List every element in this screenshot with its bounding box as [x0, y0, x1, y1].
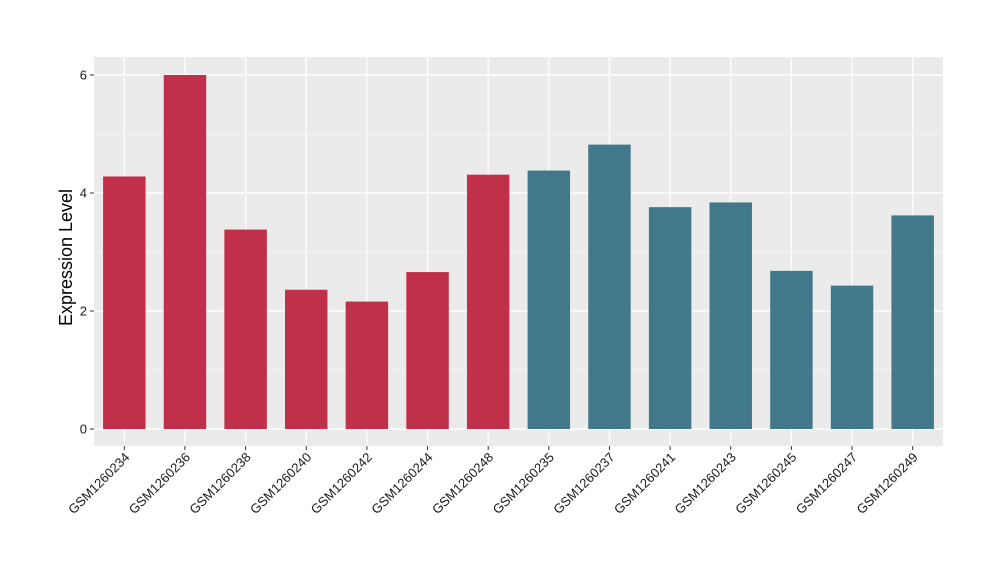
bar-GSM1260247 [830, 285, 874, 429]
x-tick-label: GSM1260235 [490, 450, 557, 517]
plot-panel [94, 57, 943, 446]
x-tick-label: GSM1260248 [429, 450, 496, 517]
bar-GSM1260238 [224, 229, 267, 429]
bar-GSM1260245 [770, 270, 813, 429]
x-tick-label: GSM1260240 [247, 450, 314, 517]
x-tick-label: GSM1260247 [793, 450, 860, 517]
bar-GSM1260235 [527, 170, 571, 429]
bar-GSM1260237 [588, 144, 631, 429]
bars [103, 75, 934, 429]
x-tick-label: GSM1260244 [368, 450, 435, 517]
x-axis: GSM1260234GSM1260236GSM1260238GSM1260240… [65, 446, 921, 517]
bar-GSM1260249 [891, 215, 934, 429]
x-tick-label: GSM1260236 [126, 450, 193, 517]
y-tick-label: 4 [80, 186, 87, 201]
x-tick-label: GSM1260249 [853, 450, 920, 517]
bar-GSM1260241 [648, 207, 692, 429]
y-tick-label: 0 [80, 422, 87, 437]
x-tick-label: GSM1260242 [308, 450, 375, 517]
y-axis: 0 2 4 6 [80, 68, 94, 437]
x-tick-label: GSM1260238 [186, 450, 253, 517]
bar-GSM1260243 [709, 202, 752, 429]
bar-GSM1260240 [285, 289, 328, 429]
y-tick-label: 6 [80, 68, 87, 83]
bar-GSM1260248 [466, 174, 510, 429]
x-tick-label: GSM1260241 [611, 450, 678, 517]
x-tick-label: GSM1260237 [550, 450, 617, 517]
bar-GSM1260244 [406, 272, 449, 429]
y-axis-title: Expression Level [56, 189, 76, 326]
bar-GSM1260234 [103, 176, 146, 429]
y-tick-label: 2 [80, 304, 87, 319]
x-tick-label: GSM1260234 [65, 450, 132, 517]
x-tick-label: GSM1260243 [672, 450, 739, 517]
bar-GSM1260242 [345, 301, 389, 429]
x-tick-label: GSM1260245 [732, 450, 799, 517]
bar-GSM1260236 [163, 75, 207, 429]
